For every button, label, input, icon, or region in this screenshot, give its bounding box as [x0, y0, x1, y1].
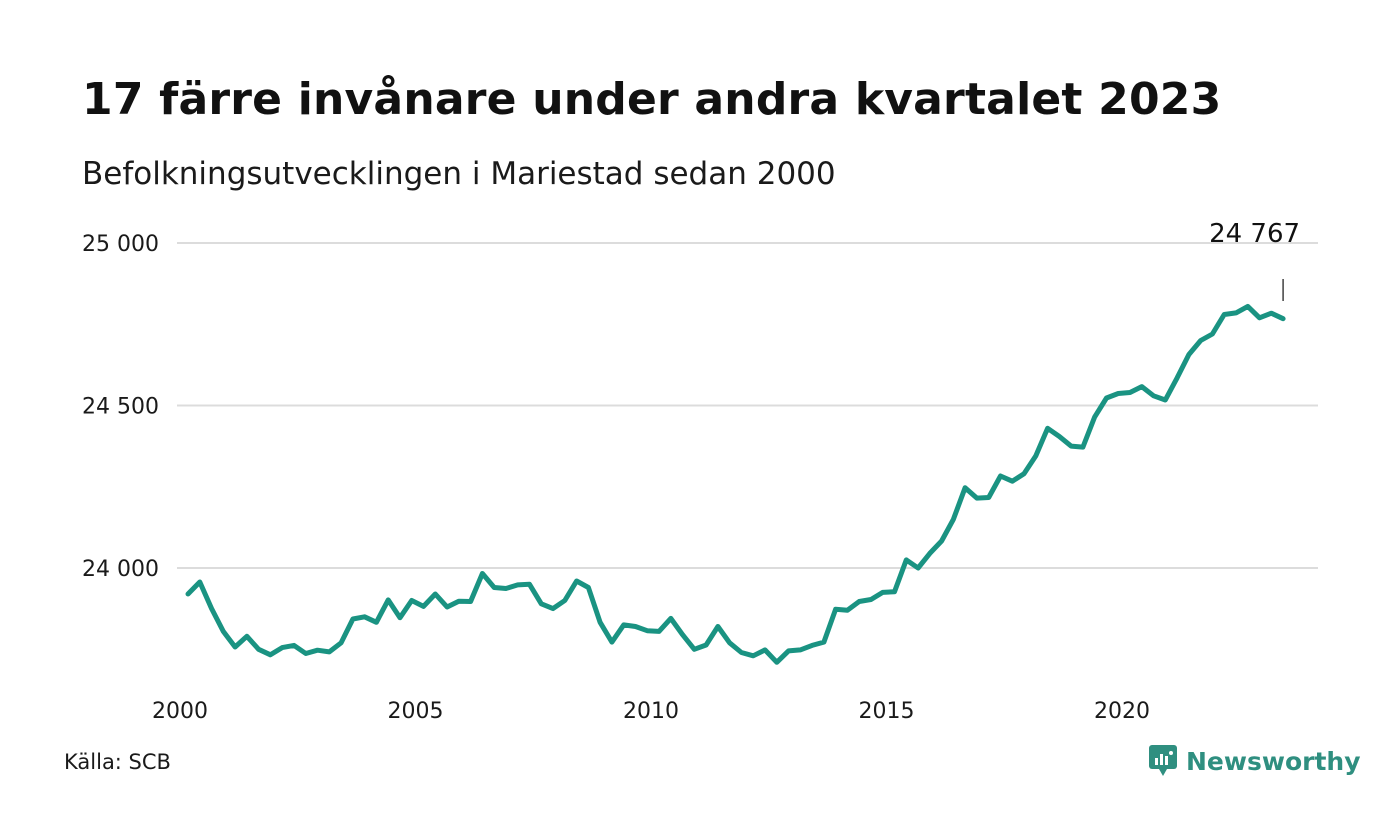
x-tick-label-2015: 2015 [859, 699, 915, 724]
brand-name: Newsworthy [1186, 746, 1361, 776]
x-tick-label-2010: 2010 [623, 699, 679, 724]
source-note: Källa: SCB [64, 750, 171, 774]
y-tick-label-24000: 24 000 [82, 557, 159, 582]
chart-title: 17 färre invånare under andra kvartalet … [82, 74, 1222, 125]
population-line [185, 303, 1286, 665]
brand-logo: Newsworthy [1148, 744, 1361, 778]
newsworthy-logo-icon [1149, 745, 1177, 776]
y-tick-label-24500: 24 500 [82, 395, 159, 420]
x-tick-label-2020: 2020 [1094, 699, 1150, 724]
annotation-group: 24 767 [1209, 219, 1300, 301]
chart-subtitle: Befolkningsutvecklingen i Mariestad seda… [82, 156, 836, 192]
x-tick-label-2000: 2000 [152, 699, 208, 724]
x-axis-labels: 2000 2005 2010 2015 2020 [152, 699, 1150, 724]
gridlines [177, 242, 1318, 569]
last-value-label: 24 767 [1209, 219, 1300, 249]
y-axis-labels: 24 000 24 500 25 000 [82, 232, 159, 582]
series-group [185, 303, 1286, 665]
y-tick-label-25000: 25 000 [82, 232, 159, 257]
x-tick-label-2005: 2005 [388, 699, 444, 724]
